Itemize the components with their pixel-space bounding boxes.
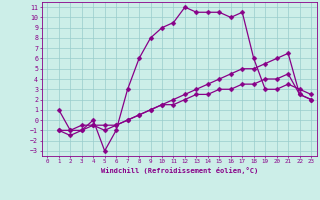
X-axis label: Windchill (Refroidissement éolien,°C): Windchill (Refroidissement éolien,°C) xyxy=(100,167,258,174)
